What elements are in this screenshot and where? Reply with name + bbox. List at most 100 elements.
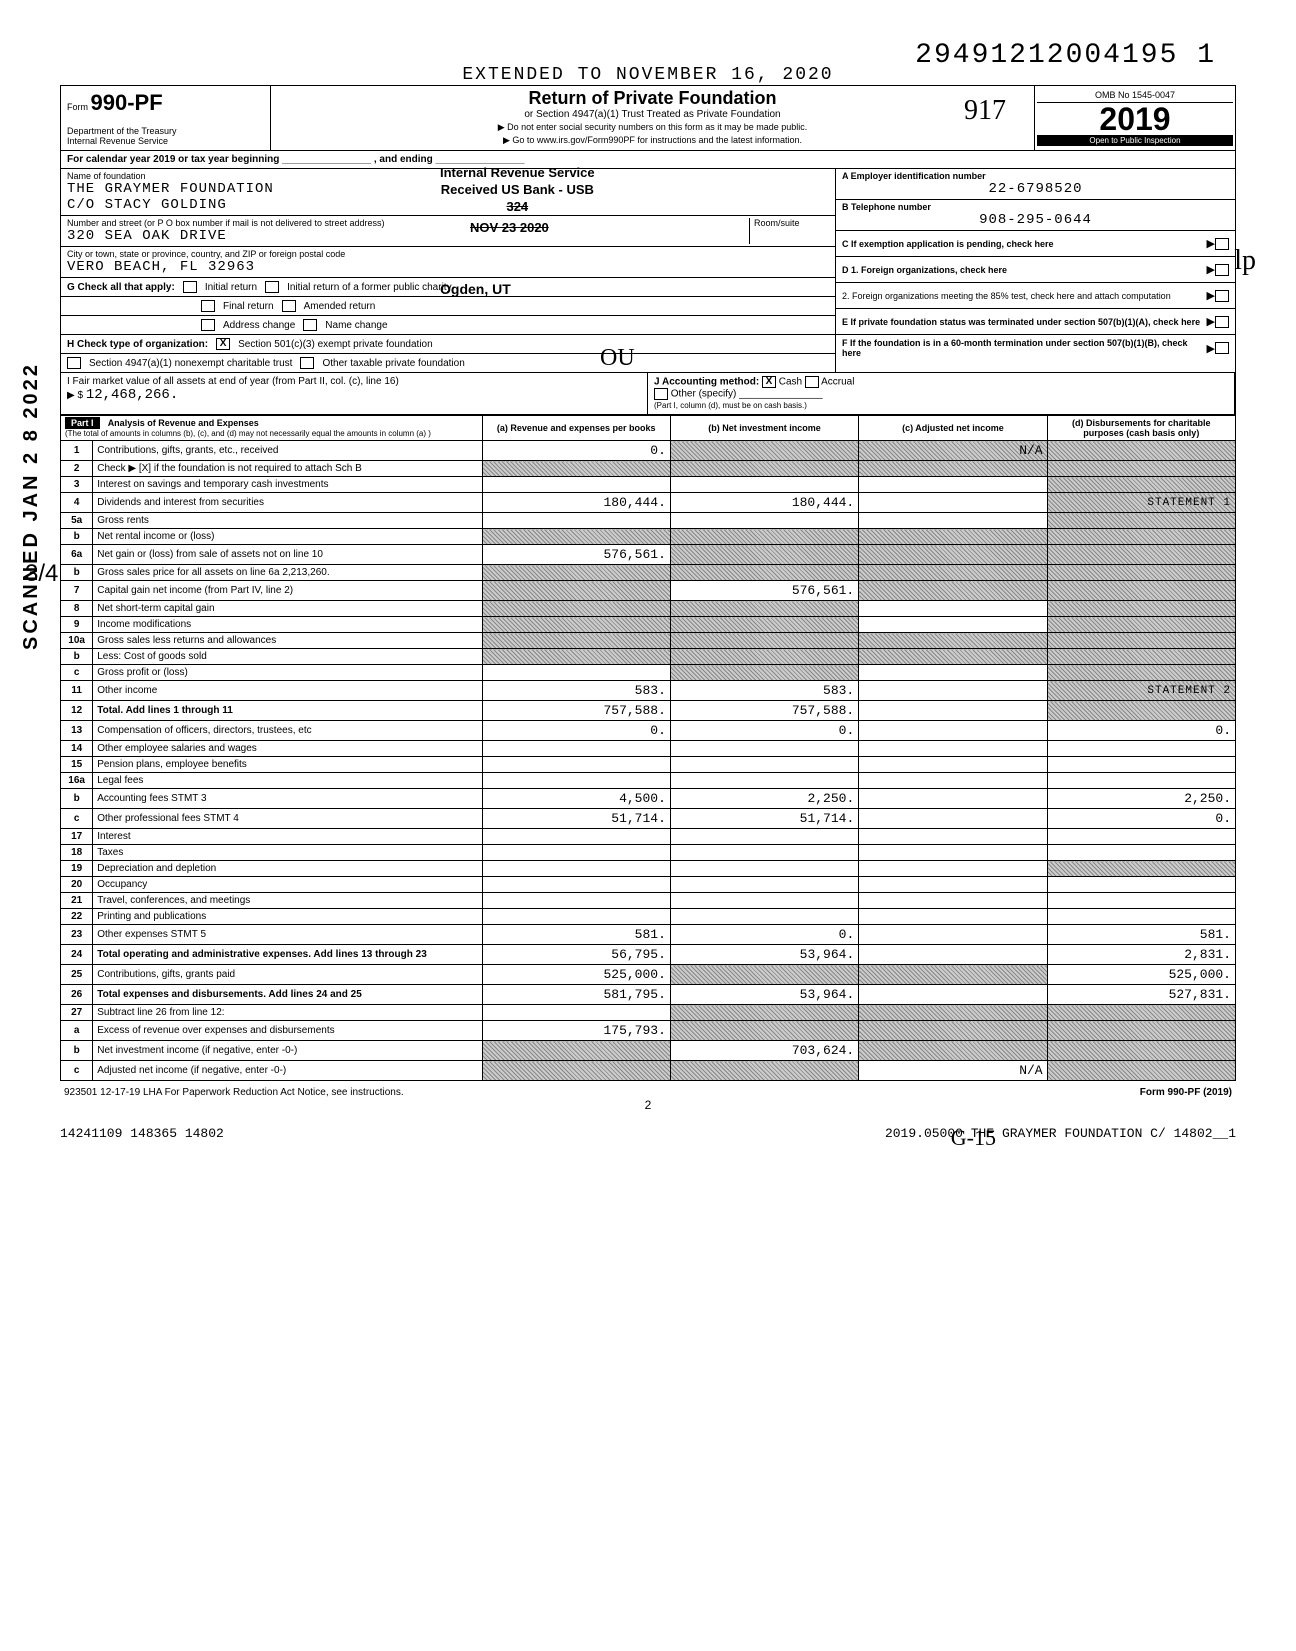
table-cell [859, 513, 1047, 529]
final-return-checkbox[interactable] [201, 300, 215, 312]
city-state-zip: VERO BEACH, FL 32963 [67, 259, 829, 275]
table-cell: 0. [1047, 809, 1235, 829]
c-label: C If exemption application is pending, c… [842, 239, 1207, 249]
table-row: 21Travel, conferences, and meetings [61, 893, 1236, 909]
table-cell [670, 893, 858, 909]
former-charity-checkbox[interactable] [265, 281, 279, 293]
e-checkbox[interactable] [1215, 316, 1229, 328]
row-number: b [61, 789, 93, 809]
row-description: Travel, conferences, and meetings [93, 893, 482, 909]
table-row: 6aNet gain or (loss) from sale of assets… [61, 545, 1236, 565]
amended-return-checkbox[interactable] [282, 300, 296, 312]
4947-checkbox[interactable] [67, 357, 81, 369]
f-checkbox[interactable] [1215, 342, 1229, 354]
table-cell [859, 741, 1047, 757]
part1-title: Analysis of Revenue and Expenses [108, 418, 259, 428]
table-cell [1047, 665, 1235, 681]
name-change-checkbox[interactable] [303, 319, 317, 331]
table-cell [1047, 565, 1235, 581]
row-number: 24 [61, 945, 93, 965]
table-cell [859, 1005, 1047, 1021]
table-cell [859, 477, 1047, 493]
d1-checkbox[interactable] [1215, 264, 1229, 276]
table-cell [859, 893, 1047, 909]
row-number: 22 [61, 909, 93, 925]
other-taxable-checkbox[interactable] [300, 357, 314, 369]
other-method-checkbox[interactable] [654, 388, 668, 400]
irs-label: Internal Revenue Service [67, 136, 168, 146]
accrual-checkbox[interactable] [805, 376, 819, 388]
table-cell [670, 545, 858, 565]
row-description: Gross rents [93, 513, 482, 529]
footer-right: Form 990-PF (2019) [1140, 1087, 1232, 1098]
table-row: 15Pension plans, employee benefits [61, 757, 1236, 773]
table-cell: 56,795. [482, 945, 670, 965]
c-checkbox[interactable] [1215, 238, 1229, 250]
table-cell [670, 845, 858, 861]
row-description: Net rental income or (loss) [93, 529, 482, 545]
table-cell: 576,561. [482, 545, 670, 565]
foundation-info-block: Name of foundation THE GRAYMER FOUNDATIO… [60, 169, 1236, 373]
table-cell: 527,831. [1047, 985, 1235, 1005]
table-row: 13Compensation of officers, directors, t… [61, 721, 1236, 741]
row-number: 4 [61, 493, 93, 513]
table-cell [482, 477, 670, 493]
d2-checkbox[interactable] [1215, 290, 1229, 302]
table-row: 16aLegal fees [61, 773, 1236, 789]
table-cell: 581. [482, 925, 670, 945]
table-row: 5aGross rents [61, 513, 1236, 529]
table-cell: 0. [670, 925, 858, 945]
g-opt-1: Final return [223, 301, 274, 312]
initial-return-checkbox[interactable] [183, 281, 197, 293]
table-row: 8Net short-term capital gain [61, 601, 1236, 617]
table-cell [1047, 861, 1235, 877]
table-cell [482, 565, 670, 581]
side-fraction: 3/4 [25, 560, 58, 588]
cash-checkbox[interactable]: X [762, 376, 776, 388]
row-number: 20 [61, 877, 93, 893]
table-cell [859, 649, 1047, 665]
row-number: 14 [61, 741, 93, 757]
row-description: Compensation of officers, directors, tru… [93, 721, 482, 741]
dept-label: Department of the Treasury [67, 126, 177, 136]
table-cell [482, 829, 670, 845]
form-instruction-1: ▶ Do not enter social security numbers o… [275, 122, 1030, 133]
table-cell [859, 1041, 1047, 1061]
row-number: 12 [61, 701, 93, 721]
table-row: 2Check ▶ [X] if the foundation is not re… [61, 461, 1236, 477]
table-cell [670, 965, 858, 985]
table-cell [482, 877, 670, 893]
col-b-header: (b) Net investment income [670, 416, 858, 441]
row-description: Pension plans, employee benefits [93, 757, 482, 773]
row-number: 19 [61, 861, 93, 877]
row-number: b [61, 529, 93, 545]
table-cell [482, 617, 670, 633]
g-opt-2: Address change [223, 320, 295, 331]
table-cell [482, 633, 670, 649]
stamp-line-1: Internal Revenue Service [440, 165, 595, 182]
g-opt-5: Name change [325, 320, 387, 331]
table-cell [1047, 877, 1235, 893]
row-number: 15 [61, 757, 93, 773]
table-row: 26Total expenses and disbursements. Add … [61, 985, 1236, 1005]
form-title: Return of Private Foundation [275, 88, 1030, 109]
501c3-checkbox[interactable]: X [216, 338, 230, 350]
table-cell [670, 633, 858, 649]
table-cell [1047, 633, 1235, 649]
table-cell [670, 565, 858, 581]
table-row: 4Dividends and interest from securities1… [61, 493, 1236, 513]
table-cell [482, 741, 670, 757]
row-number: 1 [61, 441, 93, 461]
j-other: Other (specify) [671, 389, 737, 400]
table-cell [482, 1005, 670, 1021]
table-cell [670, 477, 858, 493]
table-cell: 53,964. [670, 985, 858, 1005]
row-description: Dividends and interest from securities [93, 493, 482, 513]
address-change-checkbox[interactable] [201, 319, 215, 331]
table-cell [1047, 1041, 1235, 1061]
table-cell [482, 845, 670, 861]
table-row: bNet investment income (if negative, ent… [61, 1041, 1236, 1061]
table-cell [482, 461, 670, 477]
row-number: b [61, 565, 93, 581]
h-opt-2: Section 4947(a)(1) nonexempt charitable … [89, 358, 292, 369]
